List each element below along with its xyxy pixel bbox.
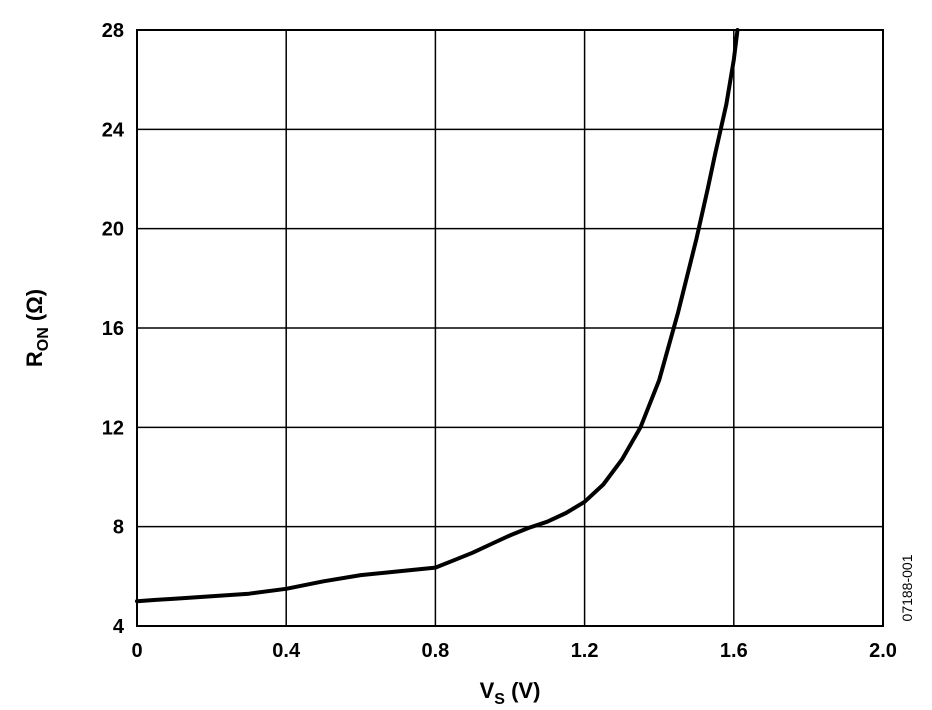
x-tick-labels: 0 0.4 0.8 1.2 1.6 2.0: [131, 640, 896, 662]
series-layer: [135, 28, 740, 604]
x-axis-label: VS (V): [480, 678, 541, 708]
y-tick-label: 28: [102, 20, 124, 42]
y-tick-labels: 4 8 12 16 20 24 28: [102, 20, 125, 638]
y-tick-label: 4: [113, 616, 125, 638]
y-tick-label: 12: [102, 417, 124, 439]
figure-id: 07188-001: [899, 554, 915, 621]
y-tick-label: 24: [102, 119, 125, 141]
x-tick-label: 2.0: [869, 640, 897, 662]
y-tick-label: 8: [113, 517, 124, 539]
x-tick-label: 0.8: [421, 640, 449, 662]
x-tick-label: 0.4: [272, 640, 301, 662]
x-tick-label: 1.6: [720, 640, 748, 662]
series-line-0: [135, 28, 740, 604]
y-tick-label: 20: [102, 219, 124, 241]
plot-frame: [136, 29, 884, 627]
y-axis-label: RON (Ω): [22, 289, 52, 367]
y-tick-label: 16: [102, 318, 124, 340]
x-tick-label: 0: [131, 640, 142, 662]
x-tick-label: 1.2: [571, 640, 599, 662]
